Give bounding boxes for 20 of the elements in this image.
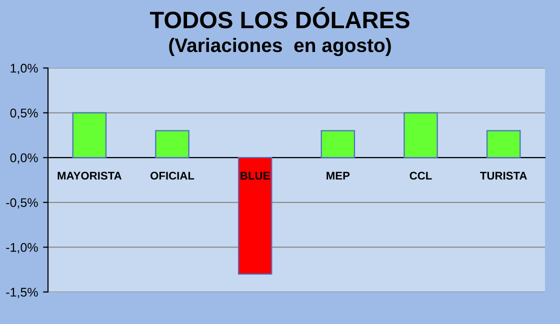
x-tick-label: CCL [410, 172, 432, 180]
bar [72, 112, 107, 158]
y-tick-label: 0,0% [10, 153, 38, 164]
x-tick-label: BLUE [240, 172, 270, 180]
x-tick-label: MAYORISTA [58, 172, 122, 180]
y-tick-label: -1,0% [6, 243, 38, 254]
x-tick-label: TURISTA [480, 172, 527, 180]
y-tick-label: -0,5% [6, 198, 38, 209]
chart-subtitle: (Variaciones en agosto) [169, 38, 391, 56]
bar [404, 112, 438, 158]
x-tick-label: OFICIAL [150, 172, 194, 180]
bar [238, 157, 272, 275]
chart-title: TODOS LOS DÓLARES [150, 7, 410, 28]
y-tick-label: 1,0% [10, 64, 38, 74]
bar [155, 130, 190, 158]
bar [320, 130, 356, 158]
bar [486, 130, 521, 158]
y-tick-label: -1,5% [6, 288, 38, 298]
y-tick-label: 0,5% [10, 108, 38, 119]
x-tick-label: MEP [326, 172, 350, 180]
